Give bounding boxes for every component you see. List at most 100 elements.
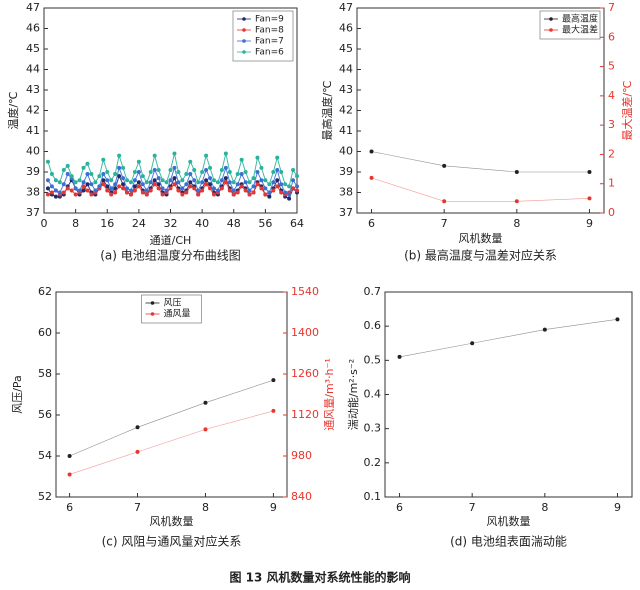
data-point: [223, 176, 228, 181]
y-tick-label: 0.6: [364, 319, 382, 332]
y-axis-label: 温度/℃: [6, 91, 20, 129]
legend-marker: [242, 28, 246, 32]
legend-box: [141, 294, 202, 324]
data-point: [243, 170, 248, 174]
x-tick-label: 40: [195, 217, 209, 230]
data-point: [81, 165, 86, 170]
data-point: [235, 172, 240, 177]
series-line: [47, 153, 298, 188]
legend-marker: [242, 17, 246, 21]
y-tick-label: 37: [339, 206, 353, 219]
data-point: [291, 186, 296, 191]
data-point: [180, 186, 185, 191]
data-point: [192, 167, 197, 172]
data-point: [180, 178, 185, 183]
legend-label: Fan=6: [255, 48, 284, 58]
data-point: [283, 182, 288, 187]
data-point: [105, 170, 110, 174]
data-point: [196, 188, 201, 193]
data-point: [259, 165, 264, 170]
data-point: [291, 167, 296, 172]
data-point: [69, 174, 74, 179]
data-point: [271, 180, 276, 185]
y-tick-label: 58: [38, 367, 52, 380]
data-point: [172, 176, 177, 181]
data-point: [188, 184, 193, 189]
data-point: [267, 182, 272, 187]
y-tick-label: 45: [339, 42, 353, 55]
data-point: [101, 178, 106, 183]
y-tick-label: 42: [26, 104, 40, 117]
data-point: [89, 172, 94, 177]
data-point: [215, 180, 220, 185]
data-point: [442, 163, 447, 168]
data-point: [243, 180, 248, 185]
x-tick-label: 48: [227, 217, 241, 230]
y-axis-label: 最高温度/℃: [320, 80, 334, 140]
data-point: [227, 180, 232, 185]
data-point: [200, 188, 205, 193]
data-point: [117, 153, 122, 158]
data-point: [231, 180, 236, 185]
y2-tick-label: 3: [608, 118, 615, 131]
data-point: [172, 151, 177, 156]
x-tick-label: 8: [513, 217, 520, 230]
data-point: [45, 192, 50, 197]
data-point: [125, 186, 130, 191]
data-point: [247, 180, 252, 185]
data-point: [117, 174, 122, 179]
y-tick-label: 0.4: [364, 388, 382, 401]
data-point: [85, 188, 90, 193]
data-point: [208, 176, 213, 181]
data-point: [160, 178, 165, 183]
data-point: [271, 170, 276, 174]
x-axis-label: 通道/CH: [150, 233, 192, 247]
y-tick-label: 0.7: [364, 285, 382, 298]
data-point: [140, 190, 145, 195]
y-tick-label: 40: [339, 145, 353, 158]
data-point: [136, 184, 141, 189]
data-point: [73, 192, 78, 197]
y2-axis-label: 通风量/m³·h⁻¹: [323, 358, 336, 431]
data-point: [152, 178, 157, 183]
y-tick-label: 37: [26, 206, 40, 219]
legend-label: 最高温度: [562, 13, 598, 25]
data-point: [215, 188, 220, 193]
data-point: [45, 186, 50, 191]
data-point: [196, 180, 201, 185]
y2-tick-label: 1540: [291, 285, 319, 298]
x-tick-label: 24: [132, 217, 146, 230]
data-point: [81, 188, 86, 193]
data-point: [77, 178, 82, 183]
data-point: [251, 190, 256, 195]
data-point: [65, 186, 70, 191]
data-point: [188, 172, 193, 177]
data-point: [89, 182, 94, 187]
y-tick-label: 44: [26, 63, 40, 76]
data-point: [135, 425, 140, 430]
data-point: [164, 180, 169, 185]
data-point: [121, 176, 126, 181]
data-point: [204, 178, 209, 183]
data-point: [208, 165, 213, 170]
data-point: [235, 190, 240, 195]
y-tick-label: 0.5: [364, 353, 382, 366]
legend-box: [539, 10, 601, 40]
data-point: [587, 196, 592, 201]
data-point: [77, 188, 82, 193]
y2-tick-label: 1260: [291, 367, 319, 380]
legend-marker: [242, 39, 246, 43]
data-point: [156, 176, 161, 181]
legend-marker: [150, 312, 155, 316]
data-point: [203, 427, 208, 432]
data-point: [156, 167, 161, 172]
data-point: [279, 182, 284, 187]
data-point: [121, 186, 126, 191]
data-point: [128, 180, 133, 185]
y-axis-label: 风压/Pa: [11, 375, 24, 414]
data-point: [184, 182, 189, 187]
data-point: [369, 175, 374, 180]
data-point: [144, 188, 149, 193]
data-point: [279, 190, 284, 195]
data-point: [89, 192, 94, 197]
